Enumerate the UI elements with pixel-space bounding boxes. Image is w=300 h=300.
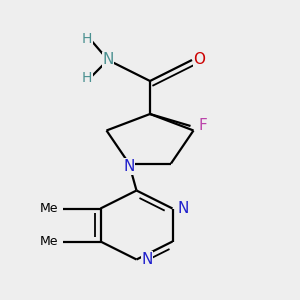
- Text: Me: Me: [40, 235, 59, 248]
- Text: N: N: [177, 201, 189, 216]
- Text: H: H: [82, 32, 92, 46]
- Text: Me: Me: [40, 202, 59, 215]
- Text: O: O: [194, 52, 206, 68]
- Text: F: F: [198, 118, 207, 134]
- Text: N: N: [141, 252, 153, 267]
- Text: N: N: [123, 159, 135, 174]
- Text: N: N: [102, 52, 114, 68]
- Text: H: H: [82, 71, 92, 85]
